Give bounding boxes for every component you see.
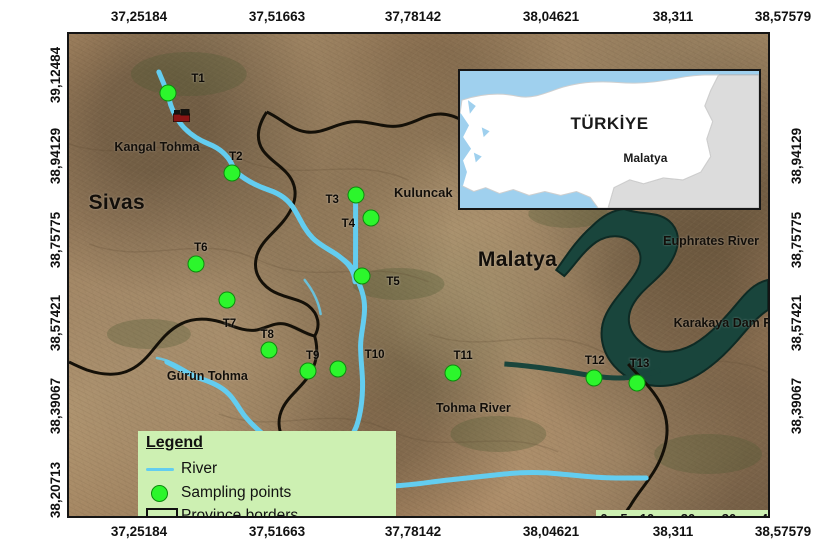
x-tick-bottom-1: 37,51663	[248, 524, 306, 539]
sampling-point-label-t13: T13	[629, 358, 650, 371]
legend-label-river: River	[181, 460, 218, 477]
scale-tick-5: 40	[761, 511, 768, 516]
legend-item-sampling-points: Sampling points	[146, 482, 291, 504]
legend-title: Legend	[146, 434, 203, 451]
label-river-tohma-river: Tohma River	[435, 401, 511, 416]
label-river-euphrates: Euphrates River	[663, 234, 760, 249]
inset-map-turkiye[interactable]: TÜRKİYE Malatya	[458, 69, 761, 210]
sampling-point-t11[interactable]	[444, 364, 462, 382]
scale-bar-ticks: 0 5 10 20 30 40	[596, 511, 768, 516]
y-tick-left-0: 39,12484	[48, 46, 63, 104]
sampling-point-t7[interactable]	[218, 291, 236, 309]
sampling-point-label-t3: T3	[325, 194, 339, 207]
scale-tick-1: 5	[620, 511, 627, 516]
legend-item-river: River	[146, 458, 217, 480]
river-line-icon	[146, 461, 174, 477]
sampling-point-t1[interactable]	[159, 84, 177, 102]
label-river-gurun-tohma: Gürün Tohma	[166, 368, 248, 383]
sampling-point-t12[interactable]	[585, 369, 603, 387]
sampling-point-label-t7: T7	[222, 318, 237, 331]
y-tick-left-3: 38,57421	[48, 294, 63, 352]
label-karakaya-dam-reservoir: Karakaya Dam Reservoir	[673, 315, 768, 330]
sampling-point-t2[interactable]	[223, 164, 241, 182]
sampling-point-t3[interactable]	[347, 186, 365, 203]
y-tick-left-1: 38,94129	[48, 127, 63, 185]
legend-item-province-borders: Province borders	[146, 505, 299, 518]
province-border-icon	[146, 508, 178, 516]
sampling-point-t13[interactable]	[628, 374, 646, 392]
sampling-point-t10[interactable]	[329, 360, 347, 377]
x-tick-top-5: 38,57579	[754, 9, 812, 24]
x-tick-top-0: 37,25184	[110, 9, 168, 24]
y-tick-left-2: 38,75775	[48, 211, 63, 269]
sampling-point-t9[interactable]	[299, 362, 317, 380]
x-tick-bottom-3: 38,04621	[522, 524, 580, 539]
inset-label-malatya: Malatya	[623, 151, 668, 165]
x-tick-bottom-0: 37,25184	[110, 524, 168, 539]
sampling-point-label-t4: T4	[341, 217, 356, 230]
sampling-point-t4[interactable]	[362, 209, 380, 227]
sampling-point-icon	[146, 485, 174, 502]
scale-bar: 0 5 10 20 30 40 Km	[596, 510, 768, 516]
x-tick-top-1: 37,51663	[248, 9, 306, 24]
sampling-point-label-t2: T2	[229, 151, 243, 164]
scale-tick-3: 20	[681, 511, 695, 516]
y-tick-right-1: 38,75775	[789, 211, 804, 269]
legend-label-sampling-points: Sampling points	[181, 484, 292, 501]
karakaya-dam-reservoir-text: Karakaya Dam Reservoir	[673, 315, 768, 330]
scale-tick-0: 0	[600, 511, 607, 516]
kangal-power-plant-marker[interactable]	[172, 108, 191, 123]
sampling-point-label-t1: T1	[191, 72, 205, 85]
sampling-point-t8[interactable]	[260, 341, 278, 359]
sampling-point-label-t11: T11	[453, 350, 473, 363]
x-tick-top-4: 38,311	[652, 9, 694, 24]
y-tick-right-0: 38,94129	[789, 127, 804, 185]
sampling-point-t6[interactable]	[187, 255, 205, 273]
label-town-kuluncak: Kuluncak	[394, 184, 453, 200]
scale-tick-4: 30	[722, 511, 736, 516]
scale-tick-2: 10	[640, 511, 654, 516]
x-tick-bottom-5: 38,57579	[754, 524, 812, 539]
map-canvas[interactable]: T1 T2 T3 T4 T5 T6 T7 T8 T9 T10 T11 T12 T13 Sivas Mal…	[67, 32, 770, 518]
inset-label-turkiye: TÜRKİYE	[570, 114, 649, 133]
sampling-point-label-t8: T8	[260, 329, 274, 342]
sampling-point-t5[interactable]	[353, 267, 371, 285]
x-tick-top-2: 37,78142	[384, 9, 442, 24]
x-tick-top-3: 38,04621	[522, 9, 580, 24]
sampling-point-label-t9: T9	[305, 349, 320, 362]
sampling-point-label-t12: T12	[584, 355, 605, 367]
sampling-point-label-t5: T5	[386, 275, 400, 288]
legend-label-province-borders: Province borders	[181, 507, 299, 518]
label-province-malatya: Malatya	[477, 248, 558, 272]
sampling-point-label-t10: T10	[364, 349, 385, 362]
sampling-point-label-t6: T6	[194, 242, 208, 255]
y-tick-left-4: 38,39067	[48, 377, 63, 435]
x-tick-bottom-4: 38,311	[652, 524, 694, 539]
label-river-kangal-tohma: Kangal Tohma	[114, 140, 200, 155]
y-tick-right-3: 38,39067	[789, 377, 804, 435]
y-tick-right-2: 38,57421	[789, 294, 804, 352]
inset-turkiye-shape	[460, 71, 759, 208]
map-legend: Legend River Sampling points Province bo…	[138, 431, 396, 518]
x-tick-bottom-2: 37,78142	[384, 524, 442, 539]
y-tick-left-5: 38,20713	[48, 461, 63, 519]
label-province-sivas: Sivas	[88, 190, 145, 214]
